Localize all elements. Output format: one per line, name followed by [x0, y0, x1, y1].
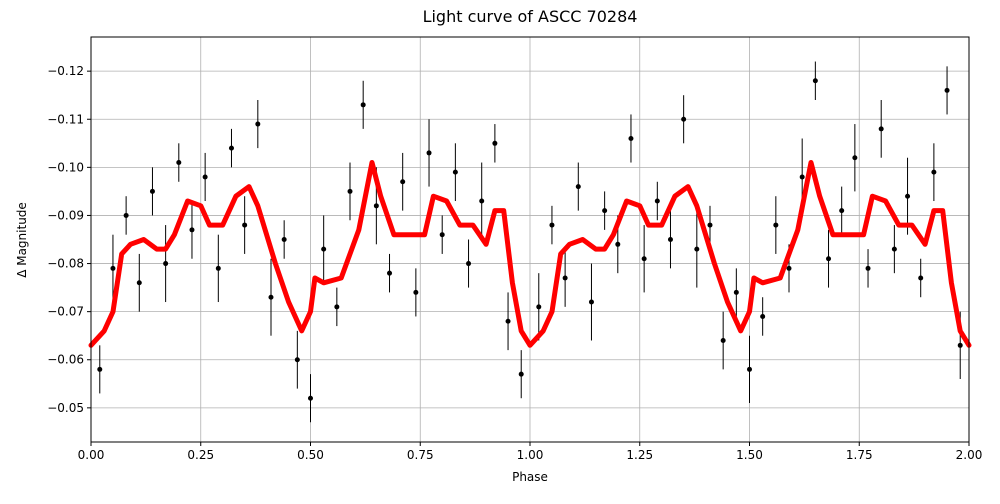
- data-point: [931, 169, 937, 175]
- data-point: [760, 313, 766, 319]
- data-point: [281, 237, 287, 242]
- data-point: [97, 366, 103, 372]
- data-point: [720, 338, 726, 344]
- x-tick-label: 0.25: [187, 448, 214, 462]
- data-point: [479, 198, 485, 204]
- data-point: [505, 318, 511, 324]
- data-point: [255, 121, 261, 127]
- data-point: [615, 241, 621, 247]
- data-point: [957, 342, 963, 348]
- y-tick-label: −0.09: [47, 208, 84, 222]
- x-tick-label: 1.50: [736, 448, 763, 462]
- data-point: [202, 174, 208, 180]
- y-tick-label: −0.06: [47, 353, 84, 367]
- y-tick-label: −0.12: [47, 64, 84, 78]
- data-point: [549, 222, 555, 228]
- data-point: [786, 265, 792, 271]
- data-point: [562, 275, 568, 281]
- data-point: [536, 304, 542, 310]
- y-tick-label: −0.08: [47, 257, 84, 271]
- data-point: [334, 304, 340, 310]
- data-point: [347, 188, 353, 194]
- data-point: [812, 78, 818, 84]
- data-point: [588, 299, 594, 305]
- data-point: [149, 188, 155, 194]
- data-point: [681, 116, 687, 122]
- data-point: [136, 280, 142, 286]
- data-point: [228, 145, 234, 151]
- data-point: [452, 169, 458, 175]
- data-point: [667, 237, 673, 242]
- data-point: [575, 184, 581, 190]
- data-point: [826, 256, 832, 262]
- data-point: [360, 102, 366, 108]
- data-point: [799, 174, 805, 180]
- data-point: [694, 246, 700, 252]
- data-point: [242, 222, 248, 228]
- data-point: [944, 87, 950, 93]
- x-tick-label: 1.00: [517, 448, 544, 462]
- data-point: [654, 198, 660, 204]
- data-point: [865, 265, 871, 271]
- data-point: [373, 203, 379, 209]
- x-tick-label: 0.50: [297, 448, 324, 462]
- smoothed-curve: [88, 160, 972, 348]
- x-tick-label: 1.25: [626, 448, 653, 462]
- data-point: [747, 366, 752, 372]
- data-point: [123, 212, 129, 218]
- data-point: [733, 289, 739, 295]
- data-point: [176, 160, 182, 166]
- data-point: [308, 395, 313, 401]
- y-tick-label: −0.11: [47, 112, 84, 126]
- data-point: [413, 289, 419, 295]
- x-axis-label: Phase: [512, 470, 548, 484]
- data-point: [891, 246, 897, 252]
- data-point: [294, 357, 300, 363]
- data-point: [387, 270, 393, 276]
- y-tick-label: −0.05: [47, 401, 84, 415]
- data-point: [439, 232, 445, 238]
- x-tick-label: 2.00: [956, 448, 983, 462]
- data-point: [905, 193, 911, 199]
- x-tick-label: 0.00: [78, 448, 105, 462]
- data-point: [110, 265, 116, 271]
- data-point: [215, 265, 221, 271]
- chart-title: Light curve of ASCC 70284: [423, 7, 638, 26]
- data-point: [400, 179, 406, 185]
- data-point: [426, 150, 432, 156]
- data-point: [707, 222, 713, 228]
- data-point: [518, 371, 524, 377]
- data-point: [602, 208, 608, 214]
- data-point: [839, 208, 845, 214]
- y-axis-label: Δ Magnitude: [15, 202, 29, 278]
- plot-frame: [90, 36, 970, 443]
- data-point: [918, 275, 924, 281]
- data-point: [189, 227, 195, 233]
- data-point: [628, 135, 634, 141]
- data-point: [773, 222, 779, 228]
- x-tick-label: 1.75: [846, 448, 873, 462]
- data-point: [163, 261, 169, 267]
- data-point: [268, 294, 274, 300]
- data-point: [878, 126, 884, 132]
- data-point: [492, 140, 498, 146]
- y-tick-label: −0.07: [47, 305, 84, 319]
- data-point: [466, 261, 472, 267]
- data-point: [321, 246, 327, 252]
- x-tick-label: 0.75: [407, 448, 434, 462]
- data-point: [641, 256, 647, 262]
- data-point: [852, 155, 858, 161]
- y-tick-label: −0.10: [47, 160, 84, 174]
